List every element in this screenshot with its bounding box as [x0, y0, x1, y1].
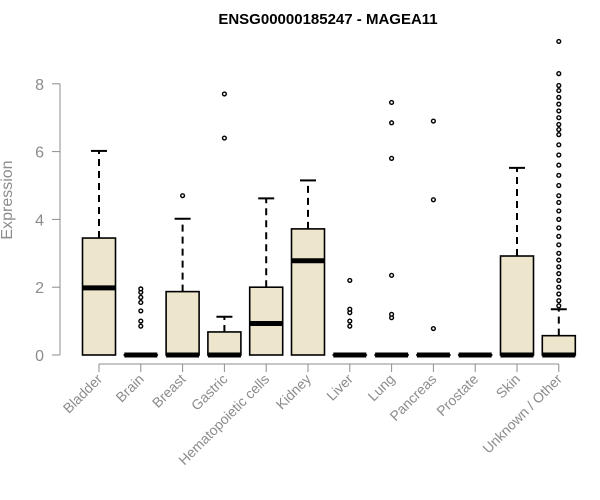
- box-3: [165, 193, 200, 358]
- outlier-point: [556, 172, 562, 178]
- outlier-point: [556, 193, 562, 199]
- x-tick-label: Brain: [112, 371, 146, 405]
- y-tick-label: 4: [35, 212, 44, 229]
- outlier-point: [221, 91, 227, 97]
- outlier-point: [556, 233, 562, 239]
- outlier-point: [389, 120, 395, 126]
- x-tick-label: Bladder: [60, 371, 106, 417]
- y-axis-label: Expression: [0, 160, 16, 239]
- outlier-point: [556, 199, 562, 206]
- y-tick-label: 6: [35, 145, 44, 162]
- outlier-point: [430, 118, 436, 124]
- x-tick-label: Kidney: [273, 371, 315, 413]
- chart-title: ENSG00000185247 - MAGEA11: [218, 11, 437, 28]
- x-tick-label: Unknown / Other: [479, 371, 565, 457]
- outlier-point: [556, 182, 562, 189]
- outlier-point: [430, 325, 436, 332]
- outlier-point: [556, 250, 562, 256]
- box-8: [374, 99, 409, 358]
- box-2: [123, 286, 159, 358]
- outlier-point: [556, 303, 562, 309]
- outlier-point: [347, 323, 353, 329]
- outlier-point: [556, 82, 562, 89]
- box-body: [165, 290, 200, 356]
- box-6: [290, 179, 326, 356]
- outlier-point: [138, 318, 144, 324]
- outlier-point: [556, 87, 562, 94]
- box-body: [207, 331, 242, 356]
- outlier-point: [556, 94, 562, 100]
- x-tick-label: Prostate: [433, 371, 481, 419]
- y-tick-label: 8: [35, 77, 44, 94]
- x-tick-label: Lung: [364, 371, 397, 404]
- y-axis: 0 2 4 6 8: [35, 77, 61, 365]
- outlier-point: [138, 294, 144, 300]
- outlier-point: [180, 193, 186, 199]
- box-1: [81, 149, 117, 356]
- outlier-point: [556, 152, 562, 158]
- outlier-point: [138, 308, 144, 314]
- outlier-point: [347, 306, 353, 312]
- outlier-point: [556, 115, 562, 121]
- y-tick-label: 2: [35, 280, 44, 297]
- outlier-point: [556, 162, 562, 168]
- outlier-point: [556, 142, 562, 148]
- outlier-point: [138, 323, 144, 329]
- outlier-point: [389, 99, 395, 106]
- box-9: [416, 118, 451, 358]
- outlier-point: [556, 271, 562, 277]
- outlier-point: [556, 71, 562, 77]
- outlier-point: [138, 299, 144, 306]
- box-body: [499, 255, 535, 356]
- outlier-point: [556, 242, 562, 248]
- y-tick-label: 0: [35, 348, 44, 365]
- outlier-point: [556, 264, 562, 270]
- outlier-point: [556, 121, 562, 128]
- outlier-point: [556, 225, 562, 231]
- box-body: [290, 228, 326, 356]
- x-tick-label: Breast: [149, 371, 189, 411]
- outlier-point: [556, 108, 562, 114]
- outlier-point: [138, 286, 144, 292]
- outlier-point: [389, 155, 395, 161]
- outlier-point: [556, 101, 562, 107]
- box-body: [541, 334, 577, 356]
- outlier-point: [347, 277, 353, 284]
- box-12: [541, 38, 577, 358]
- box-4: [207, 91, 242, 358]
- plot-area: [81, 38, 577, 358]
- box-body: [81, 237, 117, 356]
- outlier-point: [556, 284, 562, 290]
- outlier-point: [556, 298, 562, 304]
- outlier-point: [556, 216, 562, 222]
- outlier-point: [556, 291, 562, 297]
- x-tick-label: Skin: [493, 371, 524, 402]
- outlier-point: [556, 277, 562, 284]
- box-5: [248, 197, 284, 356]
- box-7: [332, 277, 368, 358]
- box-11: [499, 166, 535, 358]
- outlier-point: [556, 38, 562, 45]
- outlier-point: [556, 208, 562, 214]
- outlier-point: [556, 132, 562, 138]
- outlier-point: [389, 272, 395, 278]
- outlier-point: [556, 126, 562, 133]
- outlier-point: [347, 318, 353, 324]
- outlier-point: [221, 135, 227, 141]
- outlier-point: [389, 311, 395, 317]
- outlier-point: [430, 197, 436, 203]
- outlier-point: [556, 257, 562, 263]
- x-tick-label: Liver: [323, 371, 356, 404]
